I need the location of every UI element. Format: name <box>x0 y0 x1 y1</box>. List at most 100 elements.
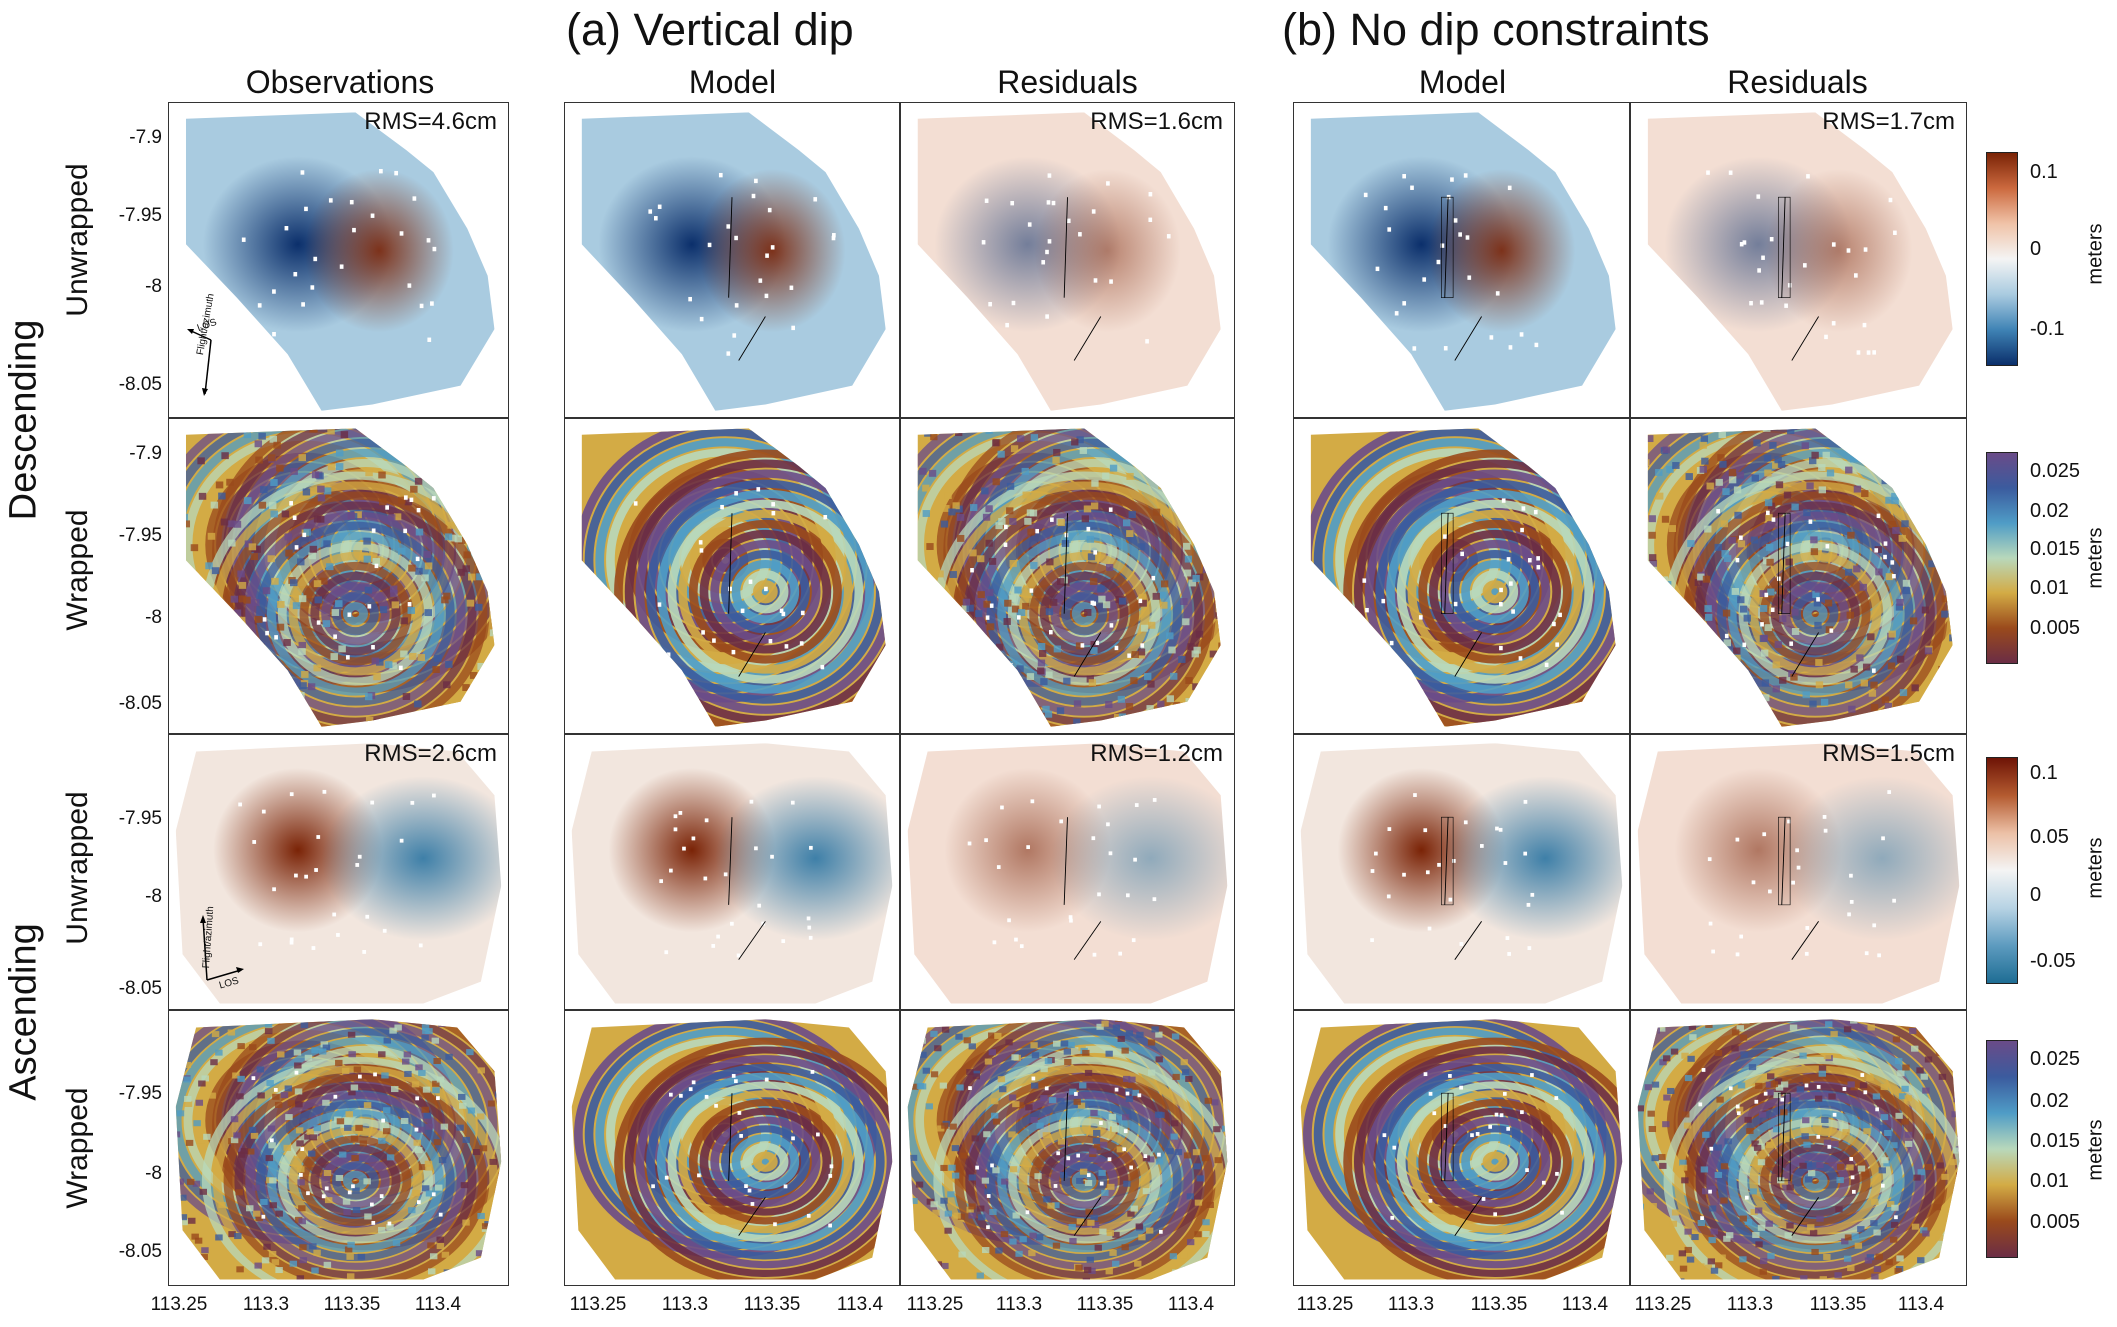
rms-holder: RMS=2.6cm <box>168 734 509 774</box>
rms-holder: RMS=1.6cm <box>900 102 1235 142</box>
map-panel-desc-unw-modb <box>1293 102 1630 418</box>
cbar-tick: 0.005 <box>2030 617 2081 639</box>
colorbar-desc-wrapped <box>1986 452 2018 664</box>
rms-asc-a-res: RMS=1.2cm <box>1090 740 1223 767</box>
map-panel-desc-unw-obs <box>168 102 509 418</box>
col-title-residuals-b: Residuals <box>1727 64 1868 100</box>
x-tick: 113.35 <box>323 1294 381 1315</box>
x-tick: 113.25 <box>906 1294 964 1315</box>
map-svg <box>571 743 893 1004</box>
x-tick: 113.35 <box>1470 1294 1528 1315</box>
rms-holder: RMS=1.7cm <box>1630 102 1967 142</box>
map-panel-asc-wr-modb <box>1293 1010 1630 1286</box>
rms-holder: RMS=1.2cm <box>900 734 1235 774</box>
colorbar-asc-unwrapped <box>1986 757 2018 984</box>
map-svg <box>1647 428 1953 727</box>
map-panel-asc-wr-resb <box>1630 1010 1967 1286</box>
x-tick: 113.35 <box>1809 1294 1867 1315</box>
map-svg <box>1310 428 1616 727</box>
x-tick: 113.25 <box>1296 1294 1354 1315</box>
map-panel-desc-wr-moda <box>564 418 900 734</box>
y-tick: -7.95 <box>118 525 162 546</box>
y-tick: -7.95 <box>118 1083 162 1104</box>
cbar-tick: 0 <box>2030 884 2042 906</box>
y-tick: -7.9 <box>129 443 162 464</box>
cbar-tick: 0.025 <box>2030 1048 2081 1070</box>
rms-asc-b-res: RMS=1.5cm <box>1822 740 1955 767</box>
map-panel-asc-unw-obs <box>168 734 509 1010</box>
x-tick: 113.35 <box>1076 1294 1134 1315</box>
y-tick: -7.9 <box>129 127 162 148</box>
asc-los-arrow-icon <box>200 915 244 981</box>
map-svg <box>907 1019 1228 1280</box>
col-title-residuals-a: Residuals <box>997 64 1138 100</box>
map-panel-asc-unw-resa <box>900 734 1235 1010</box>
map-panel-asc-wr-moda <box>564 1010 900 1286</box>
x-tick: 113.25 <box>150 1294 208 1315</box>
cbar-tick: 0.025 <box>2030 460 2081 482</box>
cbar-tick: 0.015 <box>2030 538 2081 560</box>
map-panel-desc-unw-moda <box>564 102 900 418</box>
rms-holder: RMS=4.6cm <box>168 102 509 142</box>
cbar-unit: meters <box>2084 223 2107 285</box>
map-panel-asc-unw-moda <box>564 734 900 1010</box>
cbar-tick: 0.02 <box>2030 500 2069 522</box>
group-a-title: (a) Vertical dip <box>566 4 854 55</box>
y-tick: -8 <box>145 607 162 628</box>
x-tick: 113.3 <box>661 1294 709 1315</box>
cbar-unit: meters <box>2084 527 2107 589</box>
y-tick: -8.05 <box>118 978 162 999</box>
map-svg <box>175 743 502 1004</box>
map-svg <box>581 428 886 727</box>
y-tick: -8 <box>145 1163 162 1184</box>
cbar-tick: 0.05 <box>2030 826 2069 848</box>
cbar-unit: meters <box>2084 837 2107 899</box>
x-tick: 113.4 <box>836 1294 884 1315</box>
x-tick: 113.3 <box>1726 1294 1774 1315</box>
map-svg <box>581 112 886 411</box>
map-panel-desc-unw-resa <box>900 102 1235 418</box>
cbar-tick: 0.1 <box>2030 161 2058 183</box>
cbar-tick: 0 <box>2030 238 2042 260</box>
x-tick: 113.25 <box>1634 1294 1692 1315</box>
map-panel-desc-wr-resa <box>900 418 1235 734</box>
cbar-tick: 0.02 <box>2030 1090 2069 1112</box>
cbar-tick: 0.1 <box>2030 762 2058 784</box>
rms-asc-obs: RMS=2.6cm <box>364 740 497 767</box>
cbar-tick: -0.05 <box>2030 950 2076 972</box>
cbar-tick: 0.01 <box>2030 577 2069 599</box>
map-panel-asc-unw-modb <box>1293 734 1630 1010</box>
x-tick: 113.4 <box>1561 1294 1609 1315</box>
rms-holder: RMS=1.5cm <box>1630 734 1967 774</box>
map-svg <box>1647 112 1953 411</box>
asc-arrow-group: Flight/azimuth LOS <box>185 906 265 996</box>
x-tick: 113.25 <box>569 1294 627 1315</box>
rms-desc-b-res: RMS=1.7cm <box>1822 108 1955 135</box>
x-tick: 113.35 <box>743 1294 801 1315</box>
desc-arrow-group: LOS Flight/azimuth <box>185 293 265 398</box>
map-panel-desc-wr-modb <box>1293 418 1630 734</box>
x-tick: 113.3 <box>995 1294 1043 1315</box>
x-tick: 113.4 <box>1167 1294 1215 1315</box>
cbar-tick: 0.015 <box>2030 1130 2081 1152</box>
map-svg <box>1637 1019 1960 1280</box>
col-title-model-b: Model <box>1418 64 1507 100</box>
rms-desc-a-res: RMS=1.6cm <box>1090 108 1223 135</box>
y-tick: -8.05 <box>118 693 162 714</box>
map-svg <box>175 1019 502 1280</box>
cbar-unit: meters <box>2084 1119 2107 1181</box>
y-tick: -8 <box>145 886 162 907</box>
map-svg <box>907 743 1228 1004</box>
map-svg <box>571 1019 893 1280</box>
map-panel-asc-wr-obs <box>168 1010 509 1286</box>
colorbar-desc-unwrapped <box>1986 152 2018 366</box>
y-tick: -7.95 <box>118 808 162 829</box>
map-panel-asc-unw-resb <box>1630 734 1967 1010</box>
map-svg <box>917 428 1221 727</box>
x-tick: 113.4 <box>414 1294 462 1315</box>
cbar-tick: 0.01 <box>2030 1170 2069 1192</box>
cbar-tick: -0.1 <box>2030 318 2065 340</box>
y-tick: -8.05 <box>118 374 162 395</box>
map-svg <box>185 428 495 727</box>
